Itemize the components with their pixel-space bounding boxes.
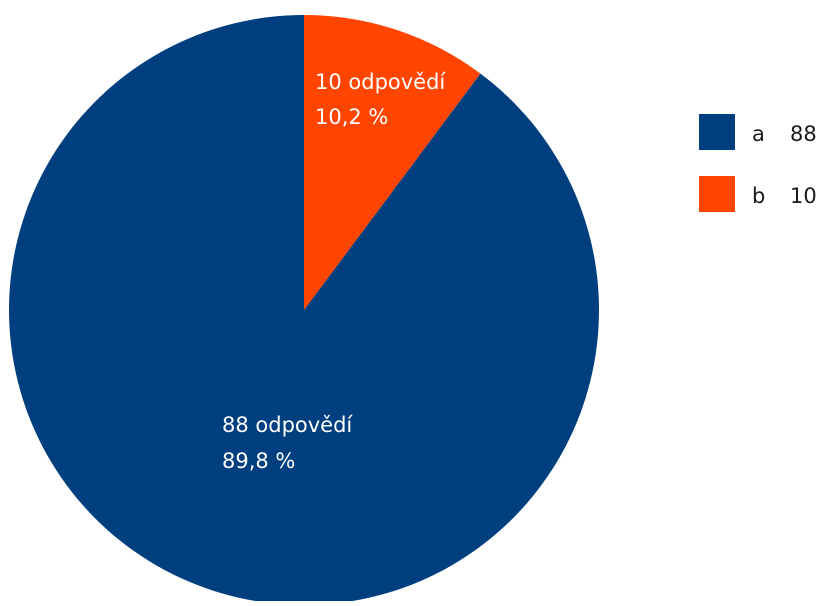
slice-label-b-count: 10 odpovědí <box>315 70 446 94</box>
pie-slice-labels: 10 odpovědí 10,2 % 88 odpovědí 89,8 % <box>222 70 446 473</box>
slice-label-a-count: 88 odpovědí <box>222 413 353 437</box>
legend-label-b: b <box>752 184 765 208</box>
chart-legend: a 88 b 10 <box>699 114 817 212</box>
legend-swatch-b <box>699 176 735 212</box>
legend-value-b: 10 <box>790 184 817 208</box>
legend-label-a: a <box>752 122 765 146</box>
pie-slices <box>9 15 600 606</box>
legend-swatch-a <box>699 114 735 150</box>
slice-label-b-percent: 10,2 % <box>315 105 388 129</box>
pie-slice-a <box>9 15 600 606</box>
slice-label-a-percent: 89,8 % <box>222 449 295 473</box>
legend-value-a: 88 <box>790 122 817 146</box>
pie-slice-b <box>304 15 481 310</box>
